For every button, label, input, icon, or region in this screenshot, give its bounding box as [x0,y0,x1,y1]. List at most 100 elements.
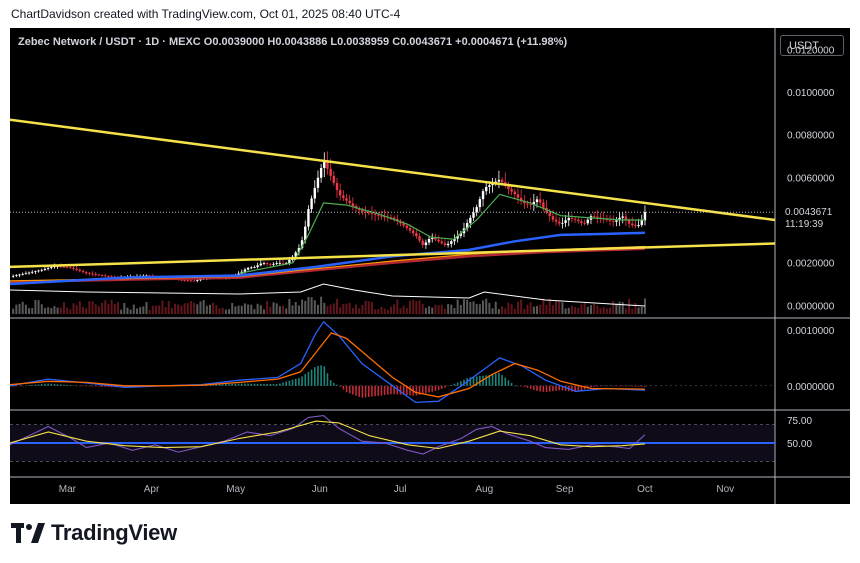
candle-body [380,215,383,217]
volume-bar [62,302,65,314]
candle-body [97,274,101,276]
volume-bar [545,304,548,314]
volume-bar [510,304,513,314]
macd-histogram-bar [634,385,637,387]
volume-bar [186,303,189,314]
candle-body [405,225,409,228]
macd-histogram-bar [107,385,110,387]
macd-histogram-bar [91,385,94,387]
candle-body [351,203,355,207]
macd-histogram-bar [640,385,643,387]
volume-bar [275,303,278,314]
macd-histogram-bar [355,385,357,396]
volume-bar [161,300,164,314]
rsi-tick-label: 50.00 [787,439,812,450]
volume-bar [428,306,431,314]
macd-histogram-bar [431,385,434,392]
candle-body [180,279,183,281]
candle-body [72,267,75,269]
macd-histogram-bar [399,385,402,395]
candle-body [84,272,88,274]
volume-bar [640,306,643,314]
volume-bar [462,299,465,314]
price-chart-svg[interactable]: 0.0120000 0.0100000 0.0080000 0.0060000 0.00… [10,28,850,504]
volume-bar [440,304,443,314]
macd-histogram-bar [339,385,341,387]
volume-bar [18,303,21,314]
volume-bar [589,305,592,314]
macd-histogram-bar [323,366,326,386]
volume-bar [113,303,116,314]
volume-bar [424,307,427,314]
macd-histogram-bar [237,383,240,386]
macd-histogram-bar [47,383,49,386]
candle-body [256,265,259,267]
volume-bar [513,308,516,314]
ema-slow-line [10,247,645,284]
volume-bar [15,304,18,314]
volume-bar [266,301,269,314]
volume-ma-line [10,283,645,307]
candle-body [361,209,364,212]
macd-histogram-bar [440,385,443,389]
volume-bar [351,307,354,314]
candle-body [94,274,97,275]
volume-bar [278,306,281,314]
volume-bar [501,306,504,314]
macd-histogram-bar [437,385,440,391]
volume-bar [177,304,180,314]
candle-body [107,275,110,277]
candle-body [615,220,618,222]
volume-bar [180,305,183,314]
macd-histogram-bar [66,384,68,386]
macd-histogram-bar [250,383,253,386]
candle-body [523,201,526,204]
macd-histogram-bar [434,385,437,391]
volume-bar [412,299,415,314]
candle-body [34,271,37,273]
volume-bar [383,308,386,314]
macd-tick-label: 0.0010000 [787,326,835,337]
volume-bar [69,309,72,314]
volume-bar [593,303,596,314]
candle-body [535,199,539,203]
volume-bar [396,299,399,314]
tradingview-logo: TradingView [11,520,177,546]
volume-bar [313,300,316,314]
volume-bar [123,302,126,314]
macd-histogram-bar [463,379,465,386]
macd-histogram-bar [247,383,249,386]
candle-body [456,235,459,239]
candle-body [548,212,551,217]
macd-histogram-bar [542,385,545,392]
volume-bar [605,308,608,314]
last-price-label: 0.0043671 [785,207,833,218]
volume-bar [561,302,564,314]
upper-trendline[interactable] [10,118,776,222]
candle-body [640,220,643,225]
volume-bar [580,304,583,314]
volume-bar [466,299,469,314]
macd-histogram-bar [453,383,456,386]
macd-histogram-bar [72,385,75,386]
macd-histogram-bar [460,381,462,386]
macd-histogram-bar [444,385,446,388]
macd-histogram-bar [421,385,424,395]
macd-histogram-bar [282,382,284,386]
volume-bar [475,303,478,314]
volume-bar [247,304,250,314]
candle-body [262,263,266,264]
candle-body [364,211,367,213]
candle-body [586,219,590,224]
candle-body [621,216,624,218]
macd-histogram-bar [304,374,307,386]
volume-bar [456,299,459,314]
chart-frame[interactable]: 0.0120000 0.0100000 0.0080000 0.0060000 0.00… [10,28,850,504]
volume-bar [224,309,227,314]
lower-trendline[interactable] [10,242,776,269]
currency-button[interactable]: USDT [780,35,844,56]
volume-bar [326,306,329,314]
candle-body [192,280,196,282]
macd-histogram-bar [298,377,300,386]
volume-bar [332,303,335,314]
